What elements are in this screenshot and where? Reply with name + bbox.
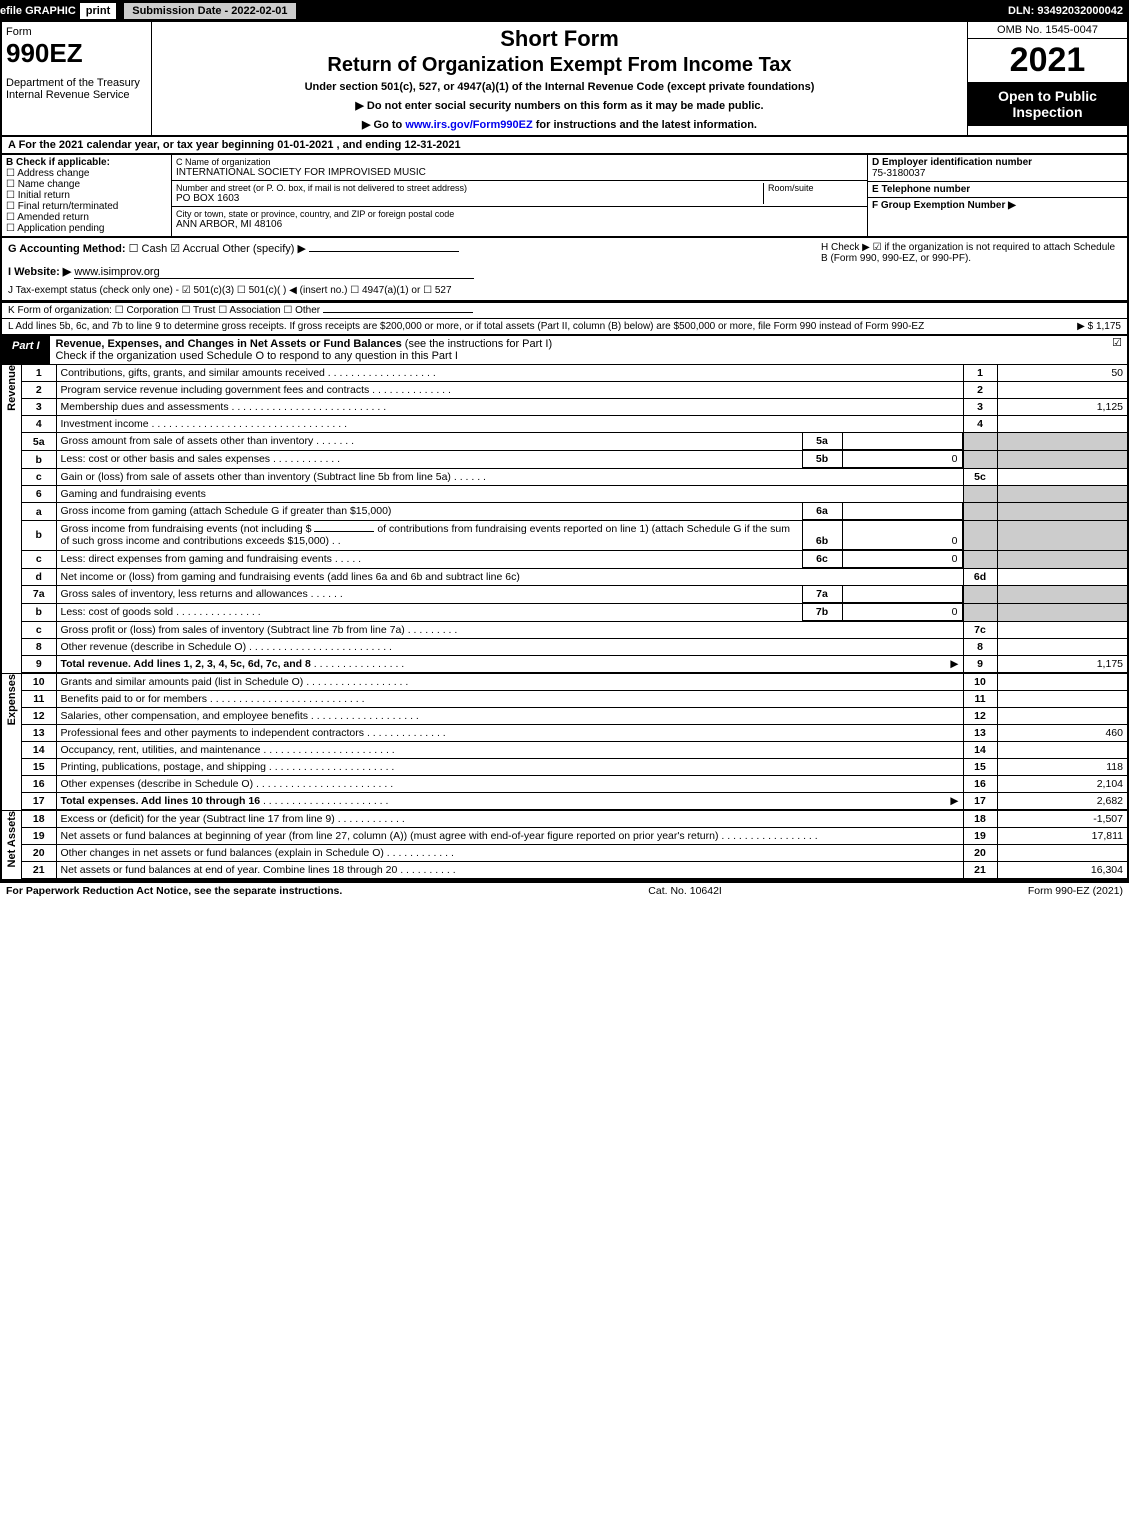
section-gh: G Accounting Method: ☐ Cash ☑ Accrual Ot… bbox=[0, 238, 1129, 283]
irs-link[interactable]: www.irs.gov/Form990EZ bbox=[405, 119, 532, 131]
street-label: Number and street (or P. O. box, if mail… bbox=[176, 183, 763, 193]
footer-right: Form 990-EZ (2021) bbox=[1028, 885, 1123, 897]
chk-address-change[interactable]: ☐ Address change bbox=[6, 168, 167, 179]
header-mid: Short Form Return of Organization Exempt… bbox=[152, 22, 967, 135]
footer: For Paperwork Reduction Act Notice, see … bbox=[0, 881, 1129, 899]
print-button[interactable]: print bbox=[80, 3, 116, 19]
form-header: Form 990EZ Department of the Treasury In… bbox=[0, 22, 1129, 137]
footer-left: For Paperwork Reduction Act Notice, see … bbox=[6, 885, 342, 897]
netassets-sidelabel: Net Assets bbox=[2, 811, 22, 879]
netassets-table: 18Excess or (deficit) for the year (Subt… bbox=[22, 811, 1127, 879]
chk-application-pending[interactable]: ☐ Application pending bbox=[6, 223, 167, 234]
chk-initial-return[interactable]: ☐ Initial return bbox=[6, 190, 167, 201]
ein-label: D Employer identification number bbox=[872, 157, 1123, 168]
goto-note: ▶ Go to www.irs.gov/Form990EZ for instru… bbox=[156, 118, 963, 131]
short-form-label: Short Form bbox=[156, 26, 963, 52]
submission-date: Submission Date - 2022-02-01 bbox=[124, 3, 295, 19]
other-org-input[interactable] bbox=[323, 312, 473, 313]
part1-title: Revenue, Expenses, and Changes in Net As… bbox=[50, 336, 1107, 364]
website-value: www.isimprov.org bbox=[74, 266, 474, 279]
efile-label: efile GRAPHIC bbox=[0, 5, 76, 17]
org-name: INTERNATIONAL SOCIETY FOR IMPROVISED MUS… bbox=[176, 167, 863, 178]
header-left: Form 990EZ Department of the Treasury In… bbox=[2, 22, 152, 135]
part1-checkbox[interactable]: ☑ bbox=[1107, 336, 1127, 364]
other-specify: Other (specify) ▶ bbox=[222, 243, 306, 255]
chk-amended-return[interactable]: ☐ Amended return bbox=[6, 212, 167, 223]
section-b: B Check if applicable: ☐ Address change … bbox=[2, 155, 172, 236]
form-label: Form bbox=[6, 26, 147, 38]
chk-name-change[interactable]: ☐ Name change bbox=[6, 179, 167, 190]
open-to-public: Open to Public Inspection bbox=[968, 82, 1127, 126]
topbar: efile GRAPHIC print Submission Date - 20… bbox=[0, 0, 1129, 22]
ssn-note: ▶ Do not enter social security numbers o… bbox=[156, 99, 963, 112]
footer-center: Cat. No. 10642I bbox=[342, 885, 1028, 897]
dln: DLN: 93492032000042 bbox=[1008, 5, 1129, 17]
form-title: Return of Organization Exempt From Incom… bbox=[156, 54, 963, 77]
form-subtitle: Under section 501(c), 527, or 4947(a)(1)… bbox=[156, 81, 963, 93]
revenue-sidelabel: Revenue bbox=[2, 365, 22, 673]
tax-year: 2021 bbox=[968, 39, 1127, 82]
department: Department of the Treasury Internal Reve… bbox=[6, 77, 147, 101]
row-a: A For the 2021 calendar year, or tax yea… bbox=[0, 137, 1129, 155]
b-header: B Check if applicable: bbox=[6, 157, 167, 168]
room-label: Room/suite bbox=[768, 183, 863, 193]
tel-label: E Telephone number bbox=[872, 184, 1123, 195]
city-label: City or town, state or province, country… bbox=[176, 209, 863, 219]
revenue-table: 1Contributions, gifts, grants, and simil… bbox=[22, 365, 1127, 673]
form-number: 990EZ bbox=[6, 38, 147, 69]
group-label: F Group Exemption Number ▶ bbox=[872, 200, 1123, 211]
street: PO BOX 1603 bbox=[176, 193, 763, 204]
row-l: L Add lines 5b, 6c, and 7b to line 9 to … bbox=[0, 319, 1129, 336]
section-bcd: B Check if applicable: ☐ Address change … bbox=[0, 155, 1129, 238]
section-h: H Check ▶ ☑ if the organization is not r… bbox=[821, 242, 1121, 279]
row-k: K Form of organization: ☐ Corporation ☐ … bbox=[0, 301, 1129, 319]
part1-header: Part I Revenue, Expenses, and Changes in… bbox=[0, 336, 1129, 365]
other-specify-input[interactable] bbox=[309, 251, 459, 252]
expenses-table: 10Grants and similar amounts paid (list … bbox=[22, 674, 1127, 810]
ein: 75-3180037 bbox=[872, 168, 1123, 179]
org-name-label: C Name of organization bbox=[176, 157, 863, 167]
chk-accrual[interactable]: ☑ Accrual bbox=[170, 243, 219, 255]
expenses-sidelabel: Expenses bbox=[2, 674, 22, 810]
header-right: OMB No. 1545-0047 2021 Open to Public In… bbox=[967, 22, 1127, 135]
section-d: D Employer identification number 75-3180… bbox=[867, 155, 1127, 236]
row-g: G Accounting Method: ☐ Cash ☑ Accrual Ot… bbox=[8, 242, 821, 255]
part1-tag: Part I bbox=[2, 336, 50, 364]
row-j: J Tax-exempt status (check only one) - ☑… bbox=[0, 283, 1129, 301]
section-c: C Name of organization INTERNATIONAL SOC… bbox=[172, 155, 867, 236]
row-i: I Website: ▶ www.isimprov.org bbox=[8, 265, 821, 279]
gross-receipts: ▶ $ 1,175 bbox=[1077, 321, 1121, 332]
chk-final-return[interactable]: ☐ Final return/terminated bbox=[6, 201, 167, 212]
city: ANN ARBOR, MI 48106 bbox=[176, 219, 863, 230]
omb-number: OMB No. 1545-0047 bbox=[968, 22, 1127, 39]
chk-cash[interactable]: ☐ Cash bbox=[129, 243, 168, 255]
